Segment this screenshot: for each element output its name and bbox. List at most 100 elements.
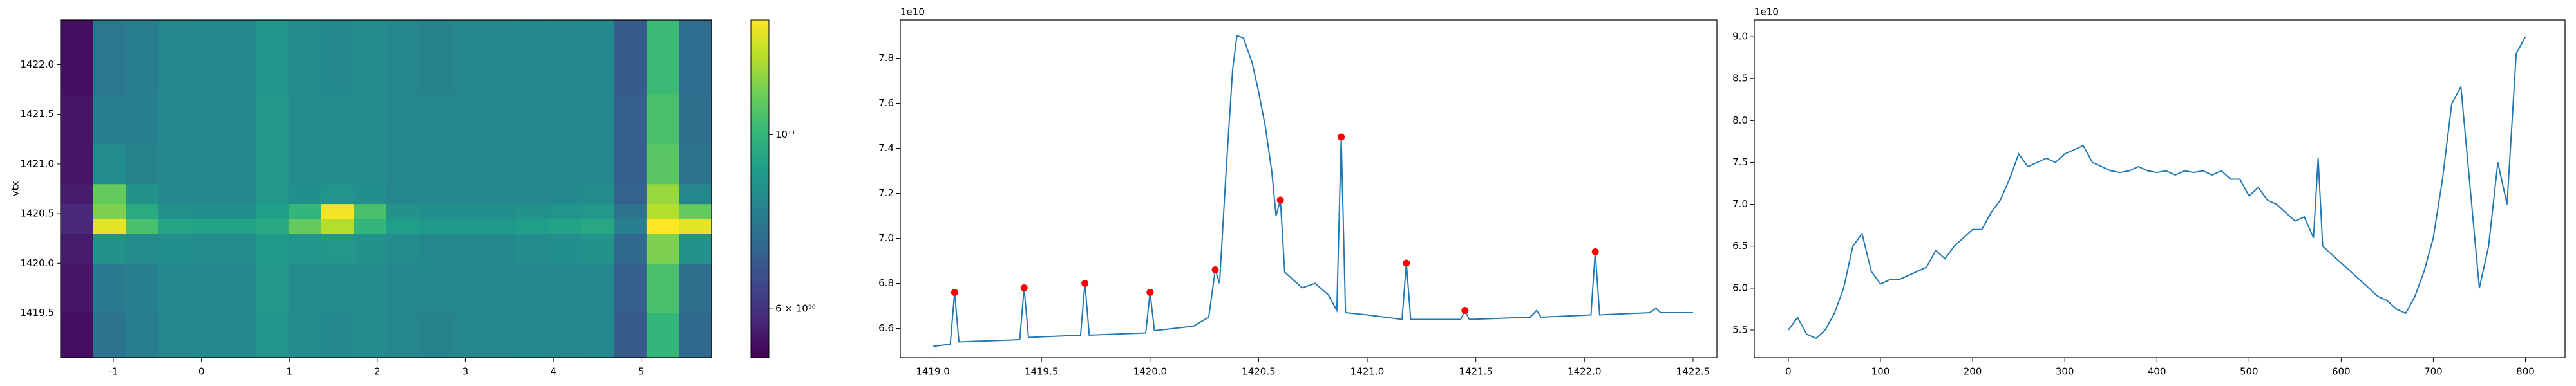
x-tick-label: 0: [198, 366, 205, 378]
heat-cell: [93, 218, 126, 234]
heat-cell: [321, 94, 354, 145]
x-tick-label: 1420.5: [1242, 366, 1276, 378]
heat-cell: [126, 144, 159, 185]
heat-cell: [61, 144, 94, 185]
heat-cell: [516, 144, 549, 185]
heat-cell: [451, 20, 484, 95]
heat-cell: [419, 233, 452, 264]
heat-cell: [419, 183, 452, 205]
heat-cell: [386, 263, 419, 314]
x-tick-label: -1: [108, 366, 118, 378]
heat-cell: [93, 20, 126, 95]
x-tick-label: 600: [2332, 366, 2351, 378]
y-tick-label: 1420.5: [21, 208, 55, 219]
heat-cell: [321, 313, 354, 358]
axes-frame: [60, 19, 712, 358]
y-tick-label: 8.0: [1732, 115, 1748, 126]
heat-cell: [93, 263, 126, 314]
y-tick-label: 7.6: [878, 97, 894, 109]
y-tick-label: 1421.0: [21, 158, 55, 169]
heat-cell: [288, 203, 321, 219]
heat-cell: [93, 313, 126, 358]
heat-cell: [126, 203, 159, 219]
x-tick-label: 800: [2516, 366, 2535, 378]
y-tick-label: 6.8: [878, 277, 894, 289]
heat-cell: [646, 94, 679, 145]
x-tick-label: 1: [286, 366, 292, 378]
heat-cell: [191, 94, 224, 145]
heat-cell: [158, 20, 191, 95]
heat-cell: [679, 94, 712, 145]
heat-cell: [646, 20, 679, 95]
heat-cell: [581, 313, 614, 358]
heat-cell: [484, 233, 517, 264]
y-tick-label: 7.2: [878, 187, 894, 199]
heat-cell: [321, 144, 354, 185]
heat-cell: [516, 203, 549, 219]
heat-cell: [223, 263, 256, 314]
heat-cell: [61, 94, 94, 145]
heat-cell: [679, 203, 712, 219]
offset-text: 1e10: [900, 6, 925, 18]
y-axis-label: vtx: [10, 181, 21, 197]
x-tick-label: 1419.0: [916, 366, 950, 378]
heat-cell: [419, 144, 452, 185]
heat-cell: [158, 203, 191, 219]
heat-cell: [614, 263, 647, 314]
heat-cell: [61, 233, 94, 264]
heat-cell: [158, 313, 191, 358]
y-tick-label: 7.4: [878, 142, 894, 154]
heat-cell: [321, 233, 354, 264]
heat-cell: [549, 313, 582, 358]
heat-cell: [646, 203, 679, 219]
series-line: [933, 35, 1693, 347]
colorbar-tick-label: 6 × 10¹⁰: [775, 303, 816, 315]
x-tick-label: 700: [2424, 366, 2443, 378]
x-tick-label: 200: [1964, 366, 1982, 378]
heat-cell: [256, 263, 289, 314]
heat-cell: [484, 20, 517, 95]
heat-cell: [516, 233, 549, 264]
heat-cell: [321, 203, 354, 219]
offset-text: 1e10: [1754, 6, 1779, 18]
colorbar-tick-label: 10¹¹: [775, 129, 795, 140]
heat-cell: [158, 144, 191, 185]
heat-cell: [61, 263, 94, 314]
heat-cell: [679, 233, 712, 264]
heat-cell: [126, 20, 159, 95]
heat-cell: [288, 20, 321, 95]
colorbar: [750, 19, 770, 358]
heat-cell: [419, 313, 452, 358]
y-tick-label: 1422.0: [21, 59, 55, 70]
heat-cell: [614, 94, 647, 145]
heat-cell: [549, 233, 582, 264]
heat-cell: [581, 218, 614, 234]
heat-cell: [516, 313, 549, 358]
heat-cell: [549, 94, 582, 145]
heat-cell: [614, 233, 647, 264]
heat-cell: [646, 218, 679, 234]
heat-cell: [614, 20, 647, 95]
peak-marker: [1403, 259, 1410, 267]
heat-cell: [191, 313, 224, 358]
heat-cell: [126, 313, 159, 358]
y-tick-label: 6.5: [1732, 240, 1748, 252]
peak-marker: [1211, 266, 1219, 273]
heat-cell: [419, 263, 452, 314]
heat-cell: [353, 218, 386, 234]
heat-cell: [386, 20, 419, 95]
y-tick-label: 8.5: [1732, 73, 1748, 84]
heat-cell: [321, 218, 354, 234]
heat-cell: [191, 203, 224, 219]
heat-cell: [581, 233, 614, 264]
heat-cell: [256, 313, 289, 358]
axes-frame: [900, 19, 1718, 358]
heat-cell: [451, 94, 484, 145]
heat-cell: [679, 313, 712, 358]
peak-marker: [951, 289, 958, 296]
heat-cell: [61, 183, 94, 205]
heat-cell: [516, 183, 549, 205]
heat-cell: [191, 218, 224, 234]
y-tick-label: 7.0: [1732, 198, 1748, 210]
heat-cell: [61, 218, 94, 234]
